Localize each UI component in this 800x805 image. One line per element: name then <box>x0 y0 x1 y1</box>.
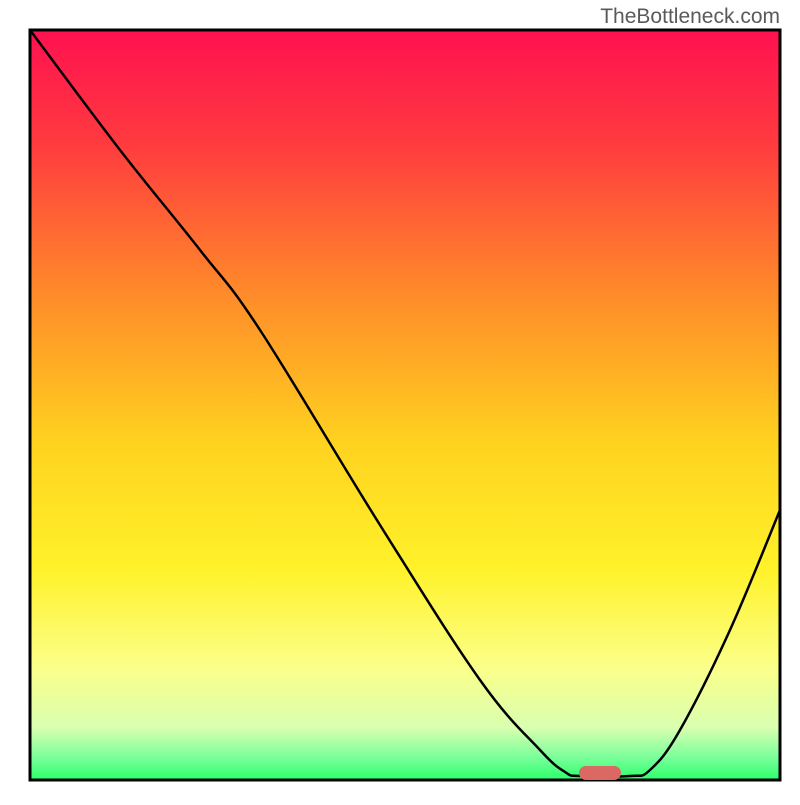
watermark-text: TheBottleneck.com <box>600 5 780 29</box>
chart-container: TheBottleneck.com <box>0 0 800 800</box>
optimum-marker <box>579 766 621 780</box>
plot-background <box>30 30 780 780</box>
bottleneck-chart <box>0 0 800 800</box>
